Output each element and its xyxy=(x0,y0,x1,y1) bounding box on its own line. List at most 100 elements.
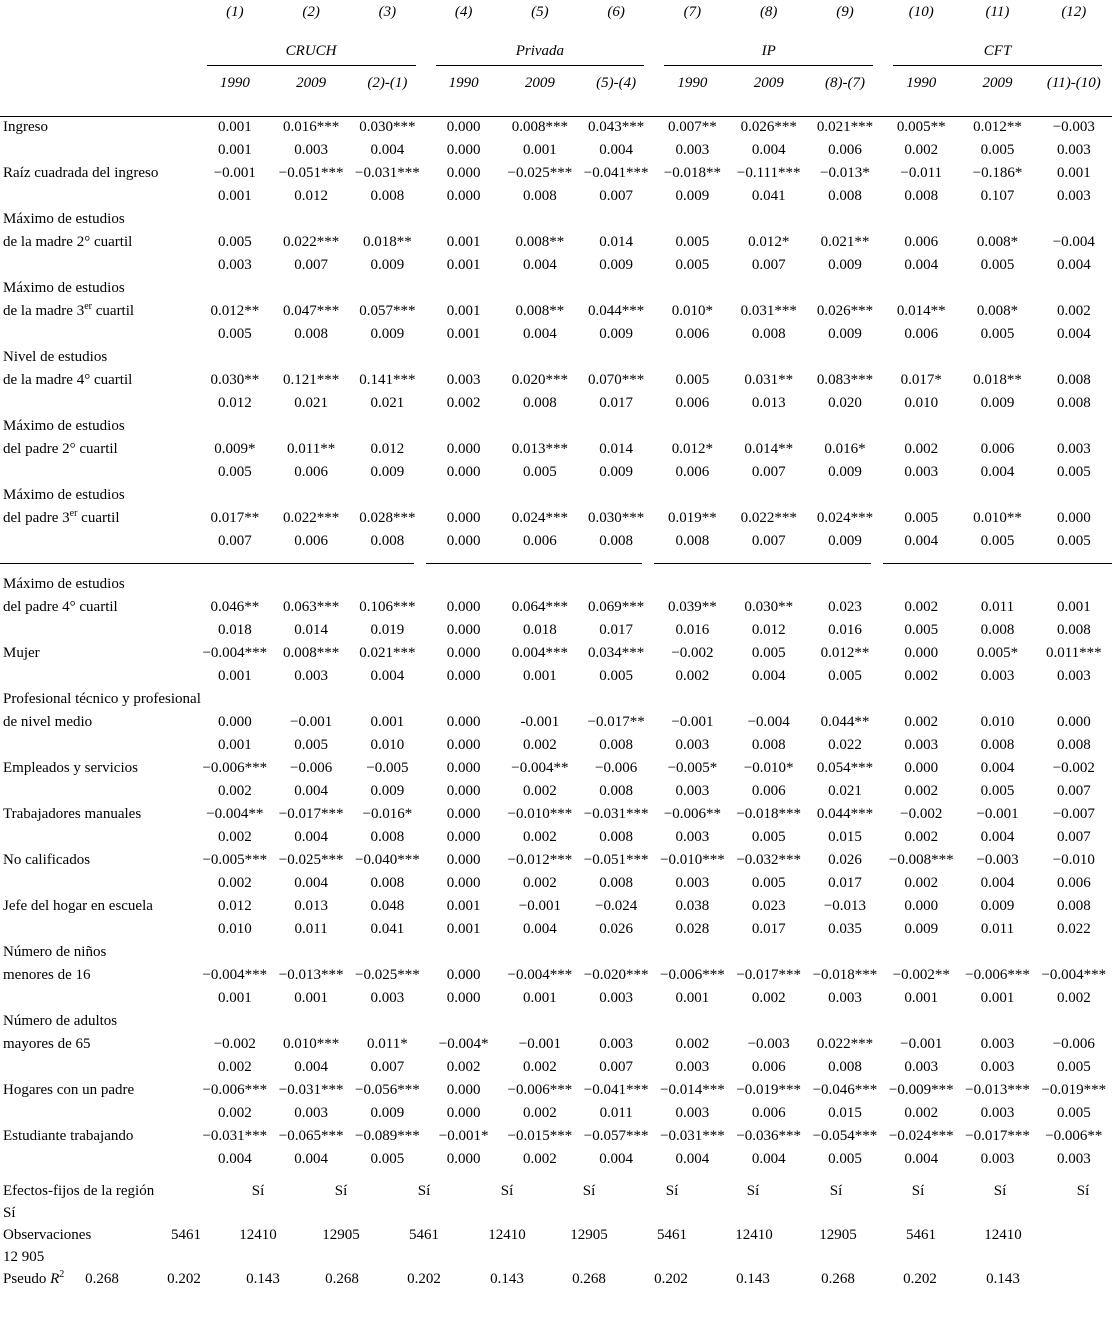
coefficient-cell: −0.003 xyxy=(747,1035,790,1052)
coefficient-cell: −0.017*** xyxy=(278,805,344,822)
coefficient-row: Estudiante trabajando −0.031*** −0.065*** −… xyxy=(0,1125,1112,1148)
coefficient-cell: 0.012 xyxy=(370,440,405,457)
coefficient-cell: −0.025*** xyxy=(278,851,344,868)
coefficient-cell: 0.039** xyxy=(668,598,717,615)
coefficient-cell: 0.012** xyxy=(210,302,260,319)
stderr-cell: 0.003 xyxy=(980,1150,1015,1167)
coefficient-cell: 0.012** xyxy=(973,118,1022,135)
variable-label-row: Máximo de estudios xyxy=(0,484,1112,507)
stderr-row: 0.007 0.006 0.008 0.000 0.006 0.008 0.008 0.007… xyxy=(0,530,1112,553)
stderr-cell: 0.041 xyxy=(751,187,786,204)
stderr-cell: 0.008 xyxy=(1056,736,1091,753)
coefficient-cell: 0.016* xyxy=(824,440,866,457)
stderr-cell: 0.001 xyxy=(217,736,252,753)
stderr-cell: 0.002 xyxy=(904,141,939,158)
sub-col-header: 1990 xyxy=(906,75,937,92)
coefficient-cell: −0.051*** xyxy=(278,164,344,181)
stderr-cell: 0.006 xyxy=(294,532,328,549)
rule-segment xyxy=(0,562,414,564)
coefficient-cell: 0.026 xyxy=(828,851,862,868)
coefficient-cell: −0.041*** xyxy=(583,1081,649,1098)
stderr-row: 0.001 0.003 0.004 0.000 0.001 0.005 0.002 0.004… xyxy=(0,665,1112,688)
stderr-cell: 0.008 xyxy=(904,187,939,204)
stderr-cell: 0.003 xyxy=(904,1058,939,1075)
coefficient-cell: −0.004*** xyxy=(507,966,573,983)
coefficient-cell: −0.025*** xyxy=(507,164,573,181)
stderr-cell: 0.004 xyxy=(217,1150,252,1167)
variable-label: Máximo de estudios xyxy=(3,210,125,227)
stderr-cell: 0.011 xyxy=(599,1104,633,1121)
stderr-cell: 0.009 xyxy=(675,187,710,204)
stderr-cell: 0.009 xyxy=(370,1104,405,1121)
variable-label: Profesional técnico y profesional xyxy=(3,690,201,707)
rule-segment xyxy=(654,562,872,564)
coefficient-cell: −0.011 xyxy=(900,164,943,181)
coefficient-cell: −0.036*** xyxy=(736,1127,802,1144)
stderr-cell: 0.005 xyxy=(980,532,1015,549)
stderr-row: 0.010 0.011 0.041 0.001 0.004 0.026 0.028 0.017… xyxy=(0,918,1112,941)
fixed-effects-wrapped-row: Sí xyxy=(0,1203,1112,1225)
stderr-cell: 0.007 xyxy=(370,1058,405,1075)
coefficient-row: Ingreso 0.001 0.016*** 0.030*** 0.000 0.008**… xyxy=(0,116,1112,139)
sub-header-row: 1990 2009 (2)-(1) 1990 2009 (5)-(4) 1990… xyxy=(0,66,1112,102)
stderr-cell: 0.002 xyxy=(446,394,481,411)
stderr-cell: 0.003 xyxy=(980,1104,1015,1121)
stderr-cell: 0.009 xyxy=(828,532,862,549)
footer-value: 0.143 xyxy=(246,1271,280,1287)
stderr-cell: 0.002 xyxy=(217,1058,252,1075)
coefficient-cell: −0.016* xyxy=(362,805,413,822)
stderr-cell: 0.005 xyxy=(1056,463,1091,480)
coefficient-cell: −0.004 xyxy=(747,713,790,730)
coefficient-cell: −0.006 xyxy=(595,759,638,776)
stderr-cell: 0.002 xyxy=(1056,989,1091,1006)
coefficient-cell: −0.054*** xyxy=(812,1127,878,1144)
footer-value: Sí xyxy=(582,1183,596,1199)
stderr-cell: 0.010 xyxy=(904,394,939,411)
stderr-cell: 0.001 xyxy=(446,256,481,273)
coefficient-cell: −0.056*** xyxy=(355,1081,420,1098)
stderr-cell: 0.003 xyxy=(599,989,634,1006)
stderr-cell: 0.008 xyxy=(599,532,634,549)
coefficient-cell: −0.006*** xyxy=(660,966,725,983)
coefficient-cell: 0.022*** xyxy=(816,1035,874,1052)
stderr-cell: 0.015 xyxy=(828,1104,862,1121)
stderr-cell: 0.003 xyxy=(1056,667,1091,684)
empty-label xyxy=(0,665,197,688)
stderr-cell: 0.004 xyxy=(370,141,405,158)
coefficient-cell: 0.022*** xyxy=(740,509,797,526)
coefficient-cell: −0.006*** xyxy=(202,759,268,776)
coefficient-cell: −0.001 xyxy=(671,713,714,730)
footer-value: Sí xyxy=(665,1183,679,1199)
coefficient-cell: 0.022*** xyxy=(282,233,340,250)
coefficient-cell: −0.003 xyxy=(1052,118,1095,135)
coefficient-cell: 0.001 xyxy=(1056,598,1091,615)
variable-label: Máximo de estudios xyxy=(3,279,125,296)
stderr-row: 0.002 0.004 0.008 0.000 0.002 0.008 0.003 0.005… xyxy=(0,872,1112,895)
stderr-cell: 0.008 xyxy=(599,736,634,753)
footer-value: 5461 xyxy=(171,1227,201,1243)
coefficient-cell: 0.000 xyxy=(217,713,252,730)
stderr-cell: 0.008 xyxy=(294,325,328,342)
variable-label: del padre 4° cuartil xyxy=(3,598,118,615)
stderr-cell: 0.002 xyxy=(217,828,252,845)
coefficient-cell: −0.009*** xyxy=(888,1081,954,1098)
col-number-8: (8) xyxy=(759,4,778,20)
coefficient-cell: 0.009* xyxy=(214,440,256,457)
stderr-cell: 0.021 xyxy=(828,782,862,799)
stderr-cell: 0.008 xyxy=(751,736,786,753)
coefficient-cell: −0.024*** xyxy=(888,1127,954,1144)
coefficient-cell: −0.013* xyxy=(820,164,870,181)
stderr-cell: 0.002 xyxy=(523,1104,557,1121)
stderr-cell: 0.004 xyxy=(294,828,328,845)
stderr-cell: 0.009 xyxy=(828,325,862,342)
coefficient-cell: 0.031** xyxy=(744,371,794,388)
coefficient-cell: −0.024 xyxy=(595,897,638,914)
table-footer: Efectos-fijos de la región Sí Sí Sí Sí Sí Sí S… xyxy=(0,1171,1112,1291)
coefficient-cell: −0.010 xyxy=(1052,851,1095,868)
regression-table: (1) (2) (3) (4) (5) (6) (7) (8) (9) (10)… xyxy=(0,2,1112,1171)
stderr-cell: 0.003 xyxy=(675,1058,710,1075)
coefficient-cell: 0.000 xyxy=(446,598,481,615)
coefficient-cell: −0.010*** xyxy=(507,805,573,822)
footer-value: 0.202 xyxy=(654,1271,688,1287)
coefficient-cell: 0.003 xyxy=(1056,440,1091,457)
